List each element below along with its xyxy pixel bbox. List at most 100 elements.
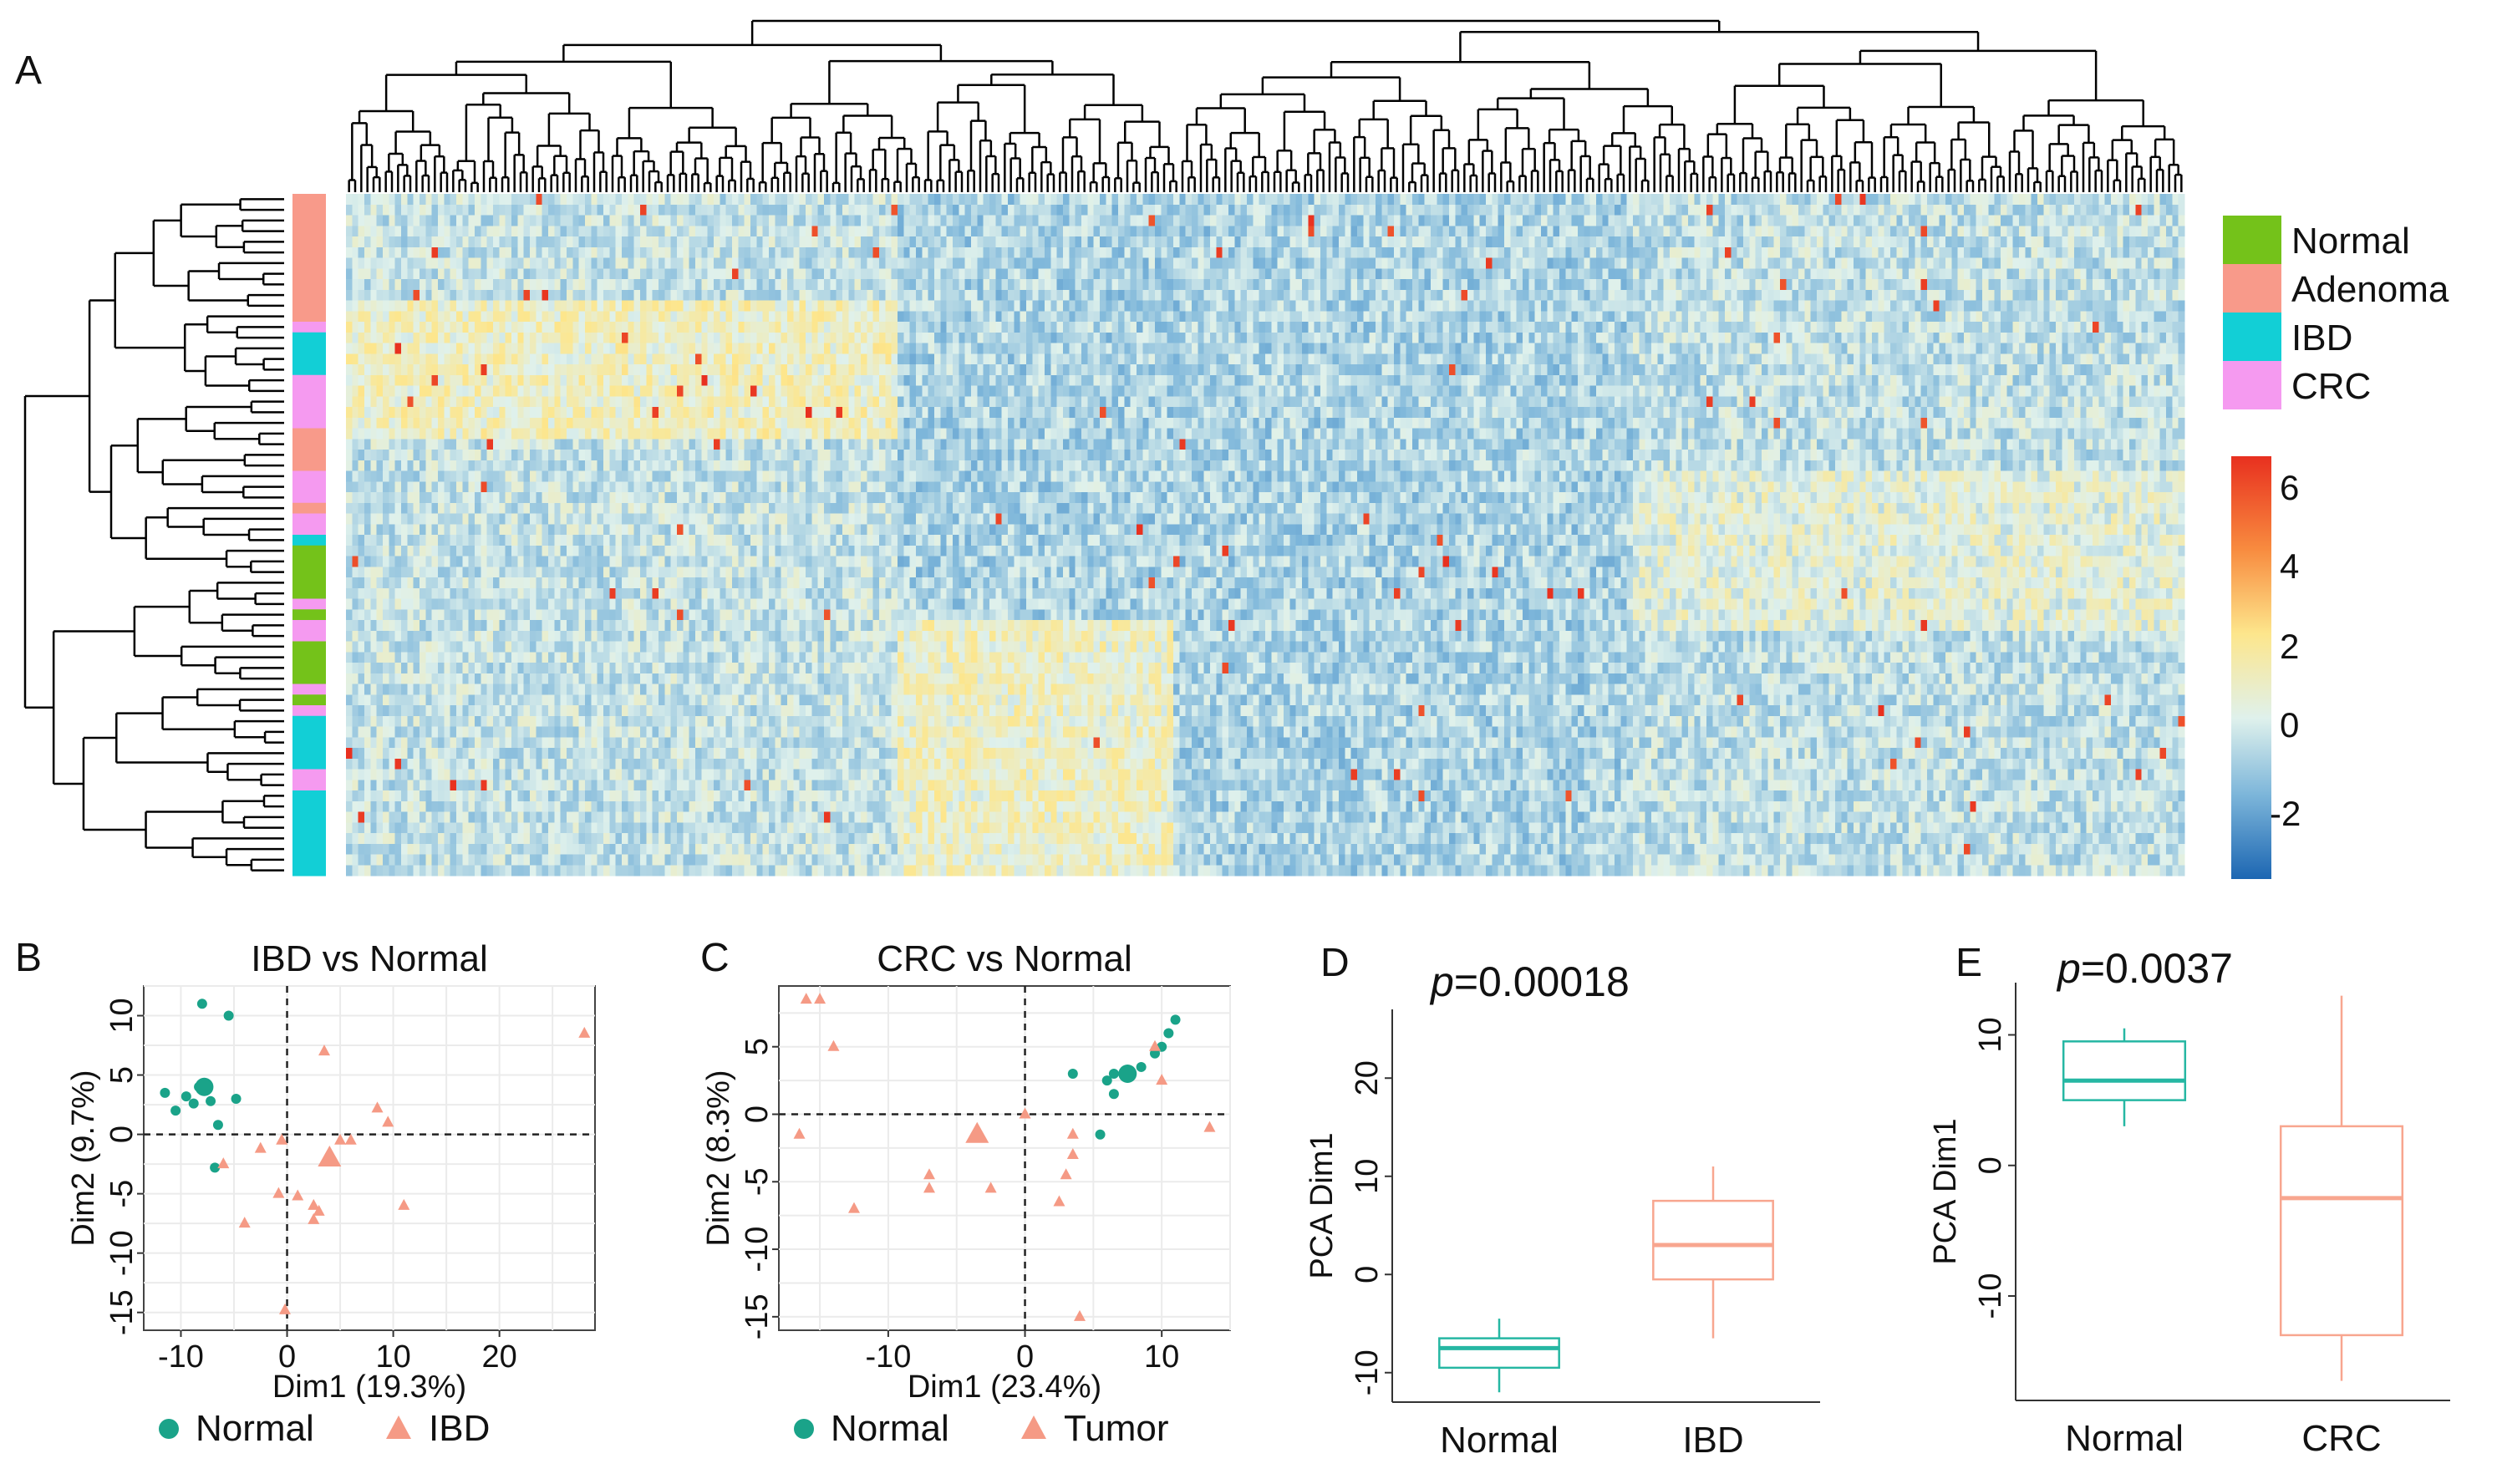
heatmap-cell <box>2043 289 2051 302</box>
heatmap-cell <box>1063 226 1070 237</box>
heatmap-cell <box>1810 194 1818 206</box>
heatmap-cell <box>720 322 727 333</box>
heatmap-cell <box>1020 311 1027 323</box>
heatmap-cell <box>1523 311 1529 323</box>
heatmap-cell <box>1927 322 1934 333</box>
heatmap-cell <box>2135 300 2143 312</box>
heatmap-cell <box>891 226 898 237</box>
heatmap-cell <box>1547 246 1554 259</box>
heatmap-cell <box>1142 279 1150 291</box>
heatmap-cell <box>1565 289 1573 302</box>
heatmap-cell <box>1773 215 1781 226</box>
heatmap-cell <box>597 246 604 259</box>
annotation-segment-adenoma <box>292 194 326 323</box>
heatmap-cell <box>633 300 641 312</box>
heatmap-cell <box>2056 257 2062 269</box>
heatmap-cell <box>677 279 684 291</box>
heatmap-cell <box>1161 300 1168 312</box>
heatmap-cell <box>1081 311 1088 323</box>
heatmap-cell <box>1534 289 1542 302</box>
heatmap-cell <box>358 311 365 323</box>
heatmap-cell <box>732 279 739 291</box>
heatmap-cell <box>928 268 935 280</box>
heatmap-cell <box>2172 236 2179 248</box>
heatmap-cell <box>1320 279 1327 291</box>
heatmap-cell <box>1412 246 1419 259</box>
heatmap-cell <box>1902 215 1910 226</box>
heatmap-cell <box>2166 215 2173 226</box>
heatmap-cell <box>830 289 837 302</box>
heatmap-cell <box>511 268 518 280</box>
heatmap-cell <box>1284 226 1290 237</box>
heatmap-cell <box>891 279 898 291</box>
heatmap-cell <box>1369 300 1376 312</box>
heatmap-cell <box>1461 246 1468 259</box>
heatmap-cell <box>456 257 463 269</box>
heatmap-cell <box>2111 226 2118 237</box>
heatmap-cell <box>1363 322 1371 333</box>
heatmap-cell <box>2148 311 2154 323</box>
heatmap-cell <box>1026 322 1033 333</box>
heatmap-cell <box>444 322 451 333</box>
heatmap-cell <box>1130 246 1137 259</box>
heatmap-cell <box>425 215 433 226</box>
heatmap-cell <box>615 215 623 226</box>
heatmap-cell <box>1872 268 1879 280</box>
heatmap-cell <box>1589 279 1597 291</box>
heatmap-cell <box>1725 257 1732 269</box>
heatmap-cell <box>401 322 408 333</box>
heatmap-cell <box>548 311 555 323</box>
heatmap-cell <box>462 226 470 237</box>
heatmap-cell <box>352 300 359 312</box>
heatmap-cell <box>1400 289 1407 302</box>
heatmap-cell <box>1620 226 1628 237</box>
heatmap-cell <box>2080 226 2088 237</box>
heatmap-cell <box>922 322 929 333</box>
annotation-segment-ibd <box>292 535 326 546</box>
heatmap-cell <box>1387 300 1395 312</box>
heatmap-cell <box>468 300 475 312</box>
heatmap-cell <box>934 236 941 248</box>
heatmap-cell <box>364 236 371 248</box>
heatmap-cell <box>1957 300 1965 312</box>
heatmap-cell <box>628 268 635 280</box>
heatmap-cell <box>2166 311 2173 323</box>
heatmap-cell <box>909 226 917 237</box>
heatmap-cell <box>2086 204 2093 216</box>
heatmap-cell <box>861 246 867 259</box>
heatmap-cell <box>1810 279 1818 291</box>
heatmap-cell <box>811 215 819 226</box>
heatmap-cell <box>1486 204 1493 216</box>
heatmap-cell <box>1253 268 1260 280</box>
heatmap-cell <box>824 194 831 206</box>
heatmap-cell <box>1106 289 1113 302</box>
heatmap-cell <box>523 289 531 302</box>
heatmap-cell <box>1498 289 1505 302</box>
heatmap-cell <box>1553 257 1560 269</box>
heatmap-cell <box>879 236 886 248</box>
heatmap-cell <box>1014 257 1021 269</box>
heatmap-cell <box>854 226 862 237</box>
heatmap-cell <box>346 204 353 216</box>
heatmap-cell <box>1957 236 1965 248</box>
heatmap-cell <box>1111 194 1119 206</box>
heatmap-cell <box>1878 257 1885 269</box>
heatmap-cell <box>2031 289 2038 302</box>
heatmap-cell <box>389 215 396 226</box>
heatmap-cell <box>1854 257 1860 269</box>
heatmap-cell <box>811 257 819 269</box>
heatmap-cell <box>1442 215 1450 226</box>
heatmap-cell <box>450 215 457 226</box>
heatmap-cell <box>1247 268 1254 280</box>
heatmap-cell <box>493 268 500 280</box>
heatmap-cell <box>836 215 843 226</box>
heatmap-cell <box>1222 279 1229 291</box>
heatmap-cell <box>1284 268 1290 280</box>
heatmap-cell <box>438 236 445 248</box>
heatmap-cell <box>1957 215 1965 226</box>
heatmap-cell <box>824 257 831 269</box>
heatmap-cell <box>793 322 801 333</box>
heatmap-cell <box>1523 204 1529 216</box>
heatmap-cell <box>2074 311 2081 323</box>
heatmap-cell <box>1737 194 1744 206</box>
